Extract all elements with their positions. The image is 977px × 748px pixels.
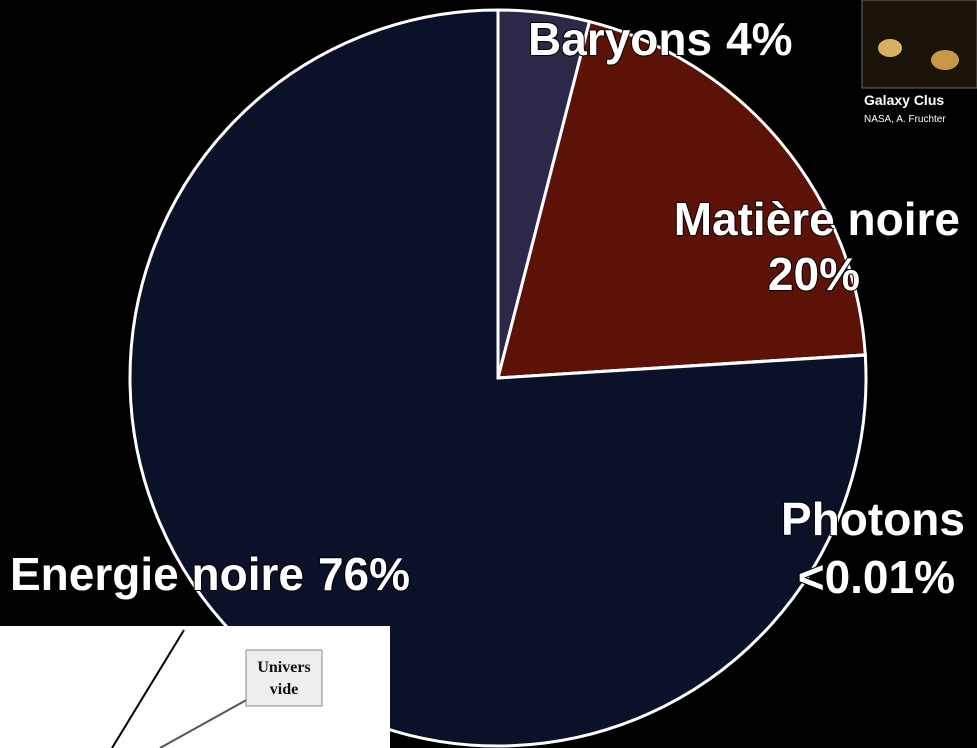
pie-slice — [496, 19, 867, 380]
image-caption: Galaxy Clus — [864, 92, 944, 108]
slice-value-label: 20% — [768, 248, 860, 300]
slice-label-group: Baryons 4% — [528, 13, 793, 65]
slice-value-label: 76% — [318, 548, 410, 600]
slice-value-label: <0.01% — [798, 551, 955, 603]
inset-box — [245, 649, 323, 707]
galaxy-blob — [931, 50, 959, 70]
slice-value-label: 4% — [726, 13, 792, 65]
galaxy-blob — [878, 39, 902, 57]
inset-figure — [0, 626, 390, 748]
inset-label: vide — [270, 681, 298, 698]
slice-label: Matière noire — [674, 193, 960, 245]
inset-curve — [111, 629, 185, 748]
pie — [128, 8, 868, 748]
slice-label-group: Energie noire 76% — [10, 548, 410, 600]
slice-label: Baryons — [528, 13, 712, 65]
image-credit: NASA, A. Fruchter — [864, 114, 946, 125]
slice-label: Photons — [781, 493, 965, 545]
slice-label: Energie noire — [10, 548, 304, 600]
inset-pointer — [159, 697, 251, 748]
inset-label: Univers — [257, 659, 310, 676]
galaxy-image — [861, 0, 977, 89]
